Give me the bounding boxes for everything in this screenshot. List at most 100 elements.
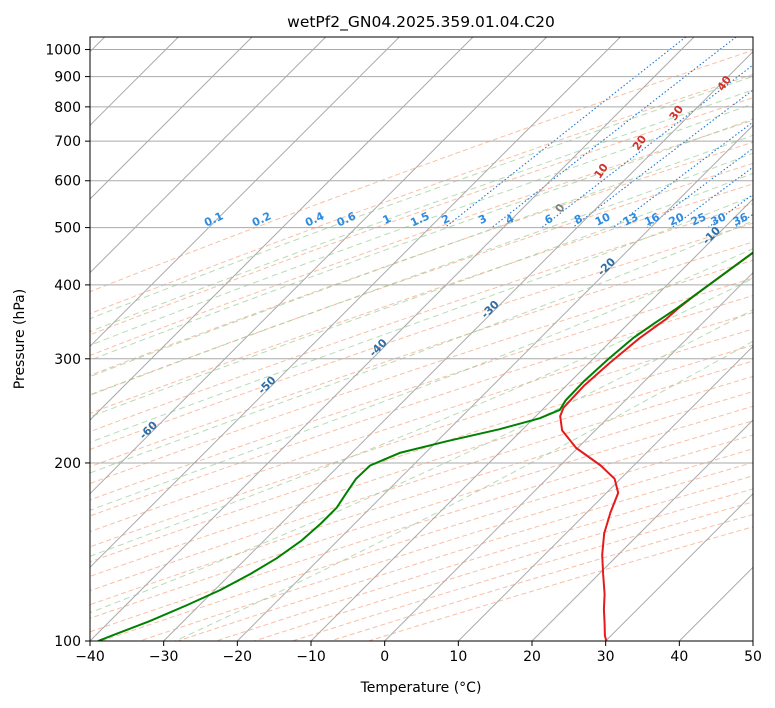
y-axis-label: Pressure (hPa) — [12, 289, 28, 389]
dry-adiabat — [90, 183, 753, 414]
mixing-ratio-label: 4 — [504, 212, 517, 227]
mixing-ratio-label: 1 — [381, 212, 393, 227]
mixing-ratio-line — [541, 64, 753, 229]
dry-adiabat — [90, 360, 753, 577]
x-tick-label: 10 — [449, 649, 467, 665]
x-tick-label: 0 — [380, 649, 389, 665]
x-tick-label: 40 — [670, 649, 688, 665]
isotherm — [90, 37, 548, 495]
isotherm-label: -20 — [595, 255, 618, 278]
mixing-ratio-line — [491, 37, 737, 229]
line-labels: -100-90-80-70-60-50-40-30-20-100.10.20.4… — [137, 73, 751, 442]
dry-adiabat — [90, 222, 753, 450]
y-tick-label: 700 — [54, 134, 81, 150]
dry-adiabat — [90, 203, 753, 433]
y-tick-label: 900 — [54, 70, 81, 86]
mixing-ratio-label: 30 — [709, 210, 729, 228]
mixing-ratio-label: 1.5 — [408, 209, 431, 229]
isotherm — [384, 271, 753, 641]
dry-adiabat — [90, 241, 753, 468]
moist-adiabat-label: 40 — [715, 73, 735, 93]
moist-adiabat — [90, 309, 753, 614]
isotherm — [236, 124, 753, 641]
moist-adiabat — [90, 118, 753, 361]
mixing-ratio-label: 36 — [731, 210, 751, 228]
moist-adiabat — [90, 277, 753, 557]
x-tick-label: 50 — [744, 649, 762, 665]
isotherm — [90, 37, 400, 348]
dry-adiabat — [330, 513, 753, 641]
moist-adiabat-label: 10 — [592, 161, 612, 181]
isotherm — [90, 37, 695, 641]
series-dewpoint — [97, 251, 753, 641]
dry-adiabat — [90, 162, 753, 396]
dry-adiabat — [90, 277, 753, 501]
mixing-ratio-label: 0.2 — [250, 209, 273, 229]
dry-adiabat — [90, 119, 753, 356]
mixing-ratio-label: 25 — [689, 210, 708, 228]
mixing-ratio-label: 6 — [543, 212, 556, 227]
x-axis-label: Temperature (°C) — [360, 680, 482, 696]
y-tick-label: 400 — [54, 278, 81, 294]
mixing-ratio-line — [646, 147, 753, 229]
dry-adiabat — [90, 375, 753, 592]
mixing-ratio-line — [671, 166, 753, 229]
mixing-ratio-label: 2 — [440, 212, 452, 227]
dry-adiabat — [90, 97, 753, 336]
mixing-ratio-label: 0.4 — [303, 209, 326, 229]
isotherm — [90, 37, 253, 200]
x-tick-label: 20 — [523, 649, 541, 665]
isotherm — [678, 566, 753, 641]
mixing-ratio-label: 10 — [593, 210, 613, 228]
isotherm — [752, 640, 753, 641]
isotherm — [90, 37, 621, 569]
isotherm — [163, 50, 753, 641]
moist-adiabat — [90, 195, 753, 443]
y-tick-label: 600 — [54, 174, 81, 190]
mixing-ratio-label: 3 — [476, 212, 488, 227]
isotherm-label: -60 — [137, 418, 160, 441]
isotherm — [90, 37, 474, 421]
dry-adiabat — [101, 434, 753, 641]
moist-adiabat — [90, 172, 753, 418]
x-tick-label: −40 — [75, 649, 105, 665]
x-tick-label: −30 — [149, 649, 179, 665]
isotherm — [531, 419, 753, 641]
dry-adiabat — [90, 73, 753, 315]
dry-adiabat — [90, 294, 753, 517]
chart-title: wetPf2_GN04.2025.359.01.04.C20 — [287, 13, 555, 32]
isotherm-label: -30 — [479, 298, 502, 321]
y-tick-label: 800 — [54, 100, 81, 116]
moist-adiabat — [90, 220, 753, 474]
profile-series — [97, 251, 753, 641]
y-tick-label: 100 — [54, 634, 81, 650]
moist-adiabat — [90, 103, 753, 346]
mixing-ratio-label: 0.6 — [335, 209, 358, 229]
x-tick-label: −10 — [296, 649, 326, 665]
moist-adiabat — [90, 134, 753, 378]
x-tick-label: −20 — [223, 649, 253, 665]
moist-adiabat-label: 30 — [667, 103, 687, 123]
dry-adiabat — [90, 49, 753, 293]
moist-adiabat — [174, 340, 753, 641]
dry-adiabat — [90, 328, 753, 548]
dry-adiabat — [90, 391, 753, 606]
y-tick-label: 1000 — [45, 43, 81, 59]
series-temperature — [559, 251, 753, 641]
background-grid — [90, 37, 753, 641]
isotherm — [457, 345, 753, 641]
isotherm — [605, 492, 753, 641]
isotherm-label: -50 — [255, 373, 278, 396]
isotherm — [90, 37, 327, 274]
moist-adiabat — [90, 248, 753, 511]
moist-adiabat — [90, 89, 753, 333]
x-tick-label: 30 — [597, 649, 615, 665]
dry-adiabat — [177, 461, 753, 641]
mixing-ratio-label: 16 — [642, 210, 662, 228]
y-tick-label: 200 — [54, 456, 81, 472]
dry-adiabat — [292, 501, 753, 641]
dry-adiabat — [90, 141, 753, 376]
dry-adiabat — [90, 311, 753, 533]
moist-adiabat — [90, 75, 753, 320]
